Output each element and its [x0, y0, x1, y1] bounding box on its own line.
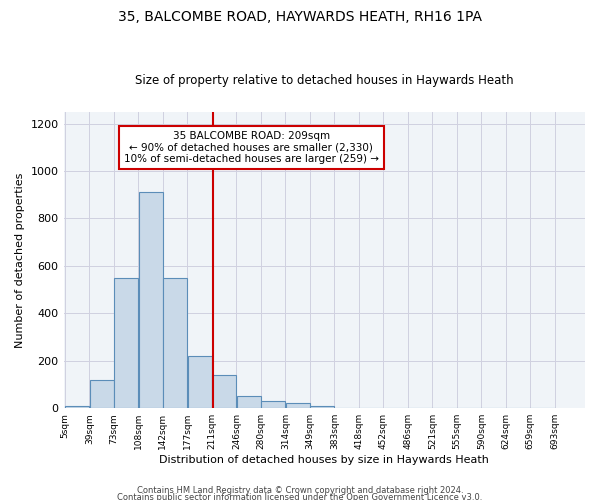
Bar: [236, 396, 261, 408]
Text: Contains HM Land Registry data © Crown copyright and database right 2024.: Contains HM Land Registry data © Crown c…: [137, 486, 463, 495]
Bar: [139, 192, 163, 408]
Text: 35 BALCOMBE ROAD: 209sqm
← 90% of detached houses are smaller (2,330)
10% of sem: 35 BALCOMBE ROAD: 209sqm ← 90% of detach…: [124, 131, 379, 164]
Bar: [188, 356, 212, 408]
Bar: [212, 375, 236, 408]
Bar: [65, 406, 89, 408]
Text: Contains public sector information licensed under the Open Government Licence v3: Contains public sector information licen…: [118, 494, 482, 500]
Bar: [261, 400, 285, 408]
Bar: [89, 380, 114, 408]
Bar: [114, 278, 138, 408]
X-axis label: Distribution of detached houses by size in Haywards Heath: Distribution of detached houses by size …: [160, 455, 489, 465]
Bar: [310, 406, 334, 408]
Title: Size of property relative to detached houses in Haywards Heath: Size of property relative to detached ho…: [135, 74, 514, 87]
Bar: [163, 278, 187, 408]
Y-axis label: Number of detached properties: Number of detached properties: [15, 172, 25, 348]
Bar: [286, 403, 310, 408]
Text: 35, BALCOMBE ROAD, HAYWARDS HEATH, RH16 1PA: 35, BALCOMBE ROAD, HAYWARDS HEATH, RH16 …: [118, 10, 482, 24]
